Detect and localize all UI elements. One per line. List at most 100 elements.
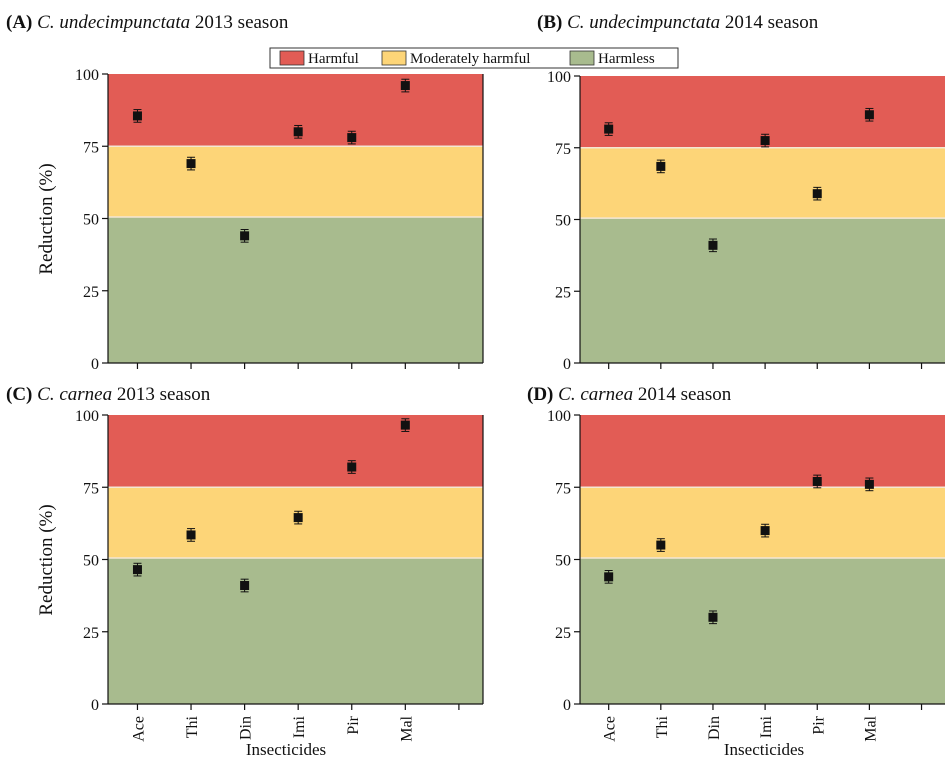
panel-d-title: (D) C. carnea 2014 season (527, 384, 732, 405)
data-point-imi (293, 124, 303, 139)
marker (240, 581, 250, 591)
y-tick-label: 0 (91, 356, 99, 373)
data-point-ace (132, 109, 142, 123)
y-tick-label: 0 (91, 697, 99, 714)
marker (293, 127, 303, 137)
data-point-mal (400, 418, 410, 432)
marker (240, 231, 250, 241)
band-moderately-harmful (108, 146, 483, 218)
marker (656, 540, 666, 550)
data-point-pir (812, 186, 822, 201)
marker (656, 161, 666, 171)
data-point-pir (812, 474, 822, 489)
y-tick-label: 75 (555, 141, 571, 158)
band-moderately-harmful (580, 147, 945, 219)
y-tick-label: 75 (83, 139, 99, 156)
data-point-ace (604, 122, 614, 136)
data-point-imi (293, 510, 303, 525)
panel-b-title: (B) C. undecimpunctata 2014 season (537, 12, 819, 33)
legend: Harmful Moderately harmful Harmless (269, 47, 679, 69)
band-moderately-harmful (108, 487, 483, 559)
data-point-din (708, 610, 718, 625)
x-tick-label-pir: Pir (345, 715, 362, 734)
marker (760, 526, 770, 536)
y-tick-label: 100 (547, 69, 571, 86)
marker (400, 81, 410, 91)
marker (812, 476, 822, 486)
y-tick-label: 50 (83, 553, 99, 570)
band-harmful (108, 415, 483, 488)
data-point-din (708, 238, 718, 253)
marker (864, 479, 874, 489)
data-point-ace (132, 562, 142, 577)
band-harmless (108, 558, 483, 704)
panel-d-x-axis-label: Insecticides (724, 740, 804, 759)
marker (293, 513, 303, 523)
band-harmless (108, 217, 483, 363)
panel-c-x-axis-label: Insecticides (246, 740, 326, 759)
data-point-imi (760, 523, 770, 538)
marker (347, 133, 357, 143)
panel-a-y-axis-label: Reduction (%) (36, 163, 57, 274)
marker (132, 565, 142, 575)
panel-b: 0 25 50 75 100 (B) C. undecimpunctata 2014 s… (537, 12, 945, 373)
data-point-ace (604, 570, 614, 584)
band-harmful (580, 76, 945, 148)
legend-swatch-harmful (279, 50, 305, 66)
panel-a-title: (A) C. undecimpunctata 2013 season (6, 12, 289, 33)
legend-swatch-harmless (569, 50, 595, 66)
y-tick-label: 25 (83, 284, 99, 301)
x-tick-label-ace: Ace (130, 716, 147, 742)
marker (760, 136, 770, 146)
data-point-mal (864, 107, 874, 122)
band-moderately-harmful (580, 487, 945, 559)
panel-d-plot-area: 0 25 50 75 100 Ace Thi Din Imi Pir Mal (547, 408, 945, 742)
data-point-thi (186, 156, 196, 171)
marker (708, 240, 718, 250)
x-tick-label-mal: Mal (862, 715, 879, 741)
marker (864, 110, 874, 120)
legend-label-harmless: Harmless (598, 51, 655, 67)
panel-a: 0 25 50 75 100 (A) C. undecimpunctata 2013 s… (6, 12, 484, 373)
y-tick-label: 100 (75, 67, 99, 84)
y-tick-label: 50 (555, 213, 571, 230)
panel-c: 0 25 50 75 100 Ace Thi Din Imi Pir Mal (C) C. carn… (6, 384, 484, 759)
x-tick-label-pir: Pir (810, 715, 827, 734)
marker (132, 111, 142, 121)
data-point-pir (347, 460, 357, 474)
band-harmless (580, 218, 945, 363)
data-point-imi (760, 133, 770, 148)
band-harmless (580, 558, 945, 704)
y-tick-label: 50 (83, 212, 99, 229)
y-tick-label: 0 (563, 697, 571, 714)
data-point-pir (347, 130, 357, 145)
panel-a-plot-area: 0 25 50 75 100 (75, 67, 484, 373)
x-tick-label-mal: Mal (398, 715, 415, 741)
data-point-din (240, 229, 250, 243)
marker (186, 530, 196, 540)
marker (812, 189, 822, 199)
panel-c-title: (C) C. carnea 2013 season (6, 384, 211, 405)
band-harmful (580, 415, 945, 488)
x-tick-label-imi: Imi (758, 715, 775, 738)
y-tick-label: 25 (83, 625, 99, 642)
panel-c-plot-area: 0 25 50 75 100 Ace Thi Din Imi Pir Mal (75, 408, 484, 742)
marker (400, 420, 410, 430)
x-tick-label-thi: Thi (654, 715, 671, 738)
y-tick-label: 100 (547, 408, 571, 425)
panel-c-y-axis-label: Reduction (%) (36, 504, 57, 615)
data-point-mal (400, 78, 410, 93)
data-point-thi (656, 538, 666, 552)
legend-label-harmful: Harmful (308, 51, 359, 67)
marker (604, 572, 614, 582)
marker (708, 612, 718, 622)
x-tick-label-din: Din (706, 716, 723, 740)
x-tick-label-din: Din (238, 716, 255, 740)
data-point-thi (656, 159, 666, 174)
y-tick-label: 50 (555, 553, 571, 570)
y-tick-label: 25 (555, 284, 571, 301)
marker (347, 462, 357, 472)
y-tick-label: 0 (563, 356, 571, 373)
data-point-mal (864, 477, 874, 492)
